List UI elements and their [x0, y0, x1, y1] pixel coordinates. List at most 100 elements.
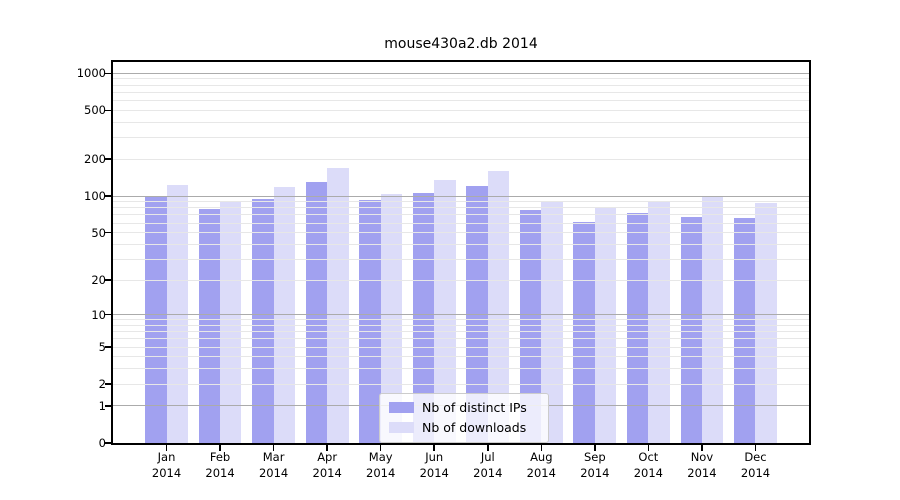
y-tick-label-200: 200 [84, 152, 106, 167]
x-tick-label-line: 2014 [526, 465, 556, 480]
x-tick-label-line: Jun [425, 450, 444, 464]
chart-title: mouse430a2.db 2014 [384, 36, 538, 52]
x-tick-dec [754, 445, 757, 451]
bar-dec-downloads [755, 202, 777, 443]
gridline-minor-9 [113, 319, 809, 321]
x-tick-label-oct: Oct 2014 [616, 450, 680, 481]
x-tick-label-line: 2014 [205, 465, 235, 480]
y-tick-label-5: 5 [98, 340, 106, 355]
x-tick-label-mar: Mar 2014 [242, 450, 306, 481]
gridline-minor-500 [113, 109, 809, 111]
bar-jun-distinct-ips [412, 192, 435, 443]
x-tick-label-line: 2014 [687, 465, 717, 480]
x-tick-label-dec: Dec 2014 [723, 450, 787, 481]
x-tick-label-line: Mar [262, 450, 285, 464]
x-tick-label-line: Jan [157, 450, 176, 464]
gridlines-layer [113, 62, 809, 443]
y-tick-1000 [105, 72, 111, 75]
x-tick-feb [219, 445, 221, 451]
legend-entry-distinct-ips: Nb of distinct IPs [389, 400, 539, 415]
bar-may-distinct-ips [359, 200, 381, 443]
y-tick-label-500: 500 [84, 103, 106, 118]
legend-label-distinct-ips: Nb of distinct IPs [422, 400, 527, 415]
y-tick-100 [105, 195, 111, 197]
x-tick-sep [594, 445, 596, 451]
bar-feb-downloads [220, 202, 242, 443]
y-tick-200 [105, 158, 111, 160]
x-tick-label-jun: Jun 2014 [402, 450, 466, 481]
gridline-minor-20 [113, 279, 809, 281]
x-tick-label-apr: Apr 2014 [295, 450, 359, 481]
x-tick-nov [701, 445, 703, 451]
x-tick-label-line: Apr [317, 450, 338, 464]
x-tick-label-nov: Nov 2014 [670, 450, 734, 481]
x-tick-label-line: May [368, 450, 393, 464]
x-tick-label-line: 2014 [151, 465, 182, 480]
x-tick-label-sep: Sep 2014 [563, 450, 627, 481]
x-tick-label-line: 2014 [312, 465, 342, 480]
legend-swatch-distinct-ips [389, 402, 414, 413]
y-tick-label-50: 50 [91, 225, 106, 240]
x-tick-label-line: 2014 [419, 465, 449, 480]
gridline-minor-300 [113, 137, 809, 139]
x-tick-label-line: 2014 [258, 465, 289, 480]
bar-oct-distinct-ips [626, 212, 649, 443]
gridline-minor-5 [113, 346, 809, 348]
gridline-minor-50 [113, 232, 809, 234]
bar-oct-downloads [648, 201, 670, 443]
x-tick-label-line: Feb [209, 450, 231, 464]
bar-apr-distinct-ips [305, 181, 328, 443]
legend-entry-downloads: Nb of downloads [389, 420, 539, 435]
legend: Nb of distinct IPs Nb of downloads [379, 393, 549, 443]
y-tick-0 [105, 442, 111, 444]
gridline-minor-6 [113, 338, 809, 340]
x-tick-apr [326, 445, 328, 451]
legend-label-downloads: Nb of downloads [422, 420, 527, 435]
x-tick-label-line: 2014 [633, 465, 664, 480]
gridline-minor-900 [113, 78, 809, 80]
x-tick-jan [165, 445, 168, 451]
y-tick-label-10: 10 [91, 307, 106, 322]
y-tick-50 [105, 231, 111, 234]
x-tick-label-line: 2014 [473, 465, 503, 480]
x-tick-label-jan: Jan 2014 [135, 450, 199, 481]
plot-area: Nb of distinct IPs Nb of downloads [111, 60, 811, 445]
y-tick-label-2: 2 [98, 377, 106, 392]
y-tick-1 [105, 405, 111, 407]
bar-nov-distinct-ips [680, 217, 702, 443]
y-tick-500 [105, 109, 111, 112]
bar-apr-downloads [327, 167, 349, 443]
bar-jul-downloads [487, 170, 510, 443]
x-tick-label-aug: Aug 2014 [509, 450, 573, 481]
gridline-minor-800 [113, 84, 809, 86]
gridline-minor-60 [113, 222, 809, 224]
gridline-minor-7 [113, 331, 809, 333]
bar-sep-distinct-ips [573, 222, 595, 443]
bar-aug-downloads [541, 201, 563, 443]
y-tick-2 [105, 383, 111, 385]
y-tick-label-1000: 1000 [76, 66, 106, 81]
x-tick-label-jul: Jul 2014 [456, 450, 520, 481]
gridline-minor-400 [113, 121, 809, 123]
bar-may-downloads [380, 194, 403, 443]
x-tick-jun [433, 445, 435, 451]
gridline-10 [113, 314, 809, 316]
gridline-minor-90 [113, 201, 809, 203]
gridline-minor-4 [113, 356, 809, 358]
gridline-minor-8 [113, 324, 809, 326]
x-tick-label-line: Dec [744, 450, 767, 464]
y-tick-label-0: 0 [98, 436, 106, 450]
x-tick-label-line: Nov [690, 450, 714, 464]
x-tick-aug [540, 445, 543, 451]
gridline-1000 [113, 72, 809, 74]
gridline-minor-40 [113, 243, 809, 245]
x-tick-oct [647, 445, 650, 451]
gridline-minor-2 [113, 383, 809, 385]
bars-layer [113, 62, 809, 443]
x-tick-mar [272, 445, 275, 451]
x-tick-label-line: Sep [584, 450, 606, 464]
legend-swatch-downloads [389, 422, 414, 433]
gridline-minor-80 [113, 207, 809, 209]
gridline-minor-200 [113, 158, 809, 160]
bar-jun-downloads [434, 180, 456, 443]
